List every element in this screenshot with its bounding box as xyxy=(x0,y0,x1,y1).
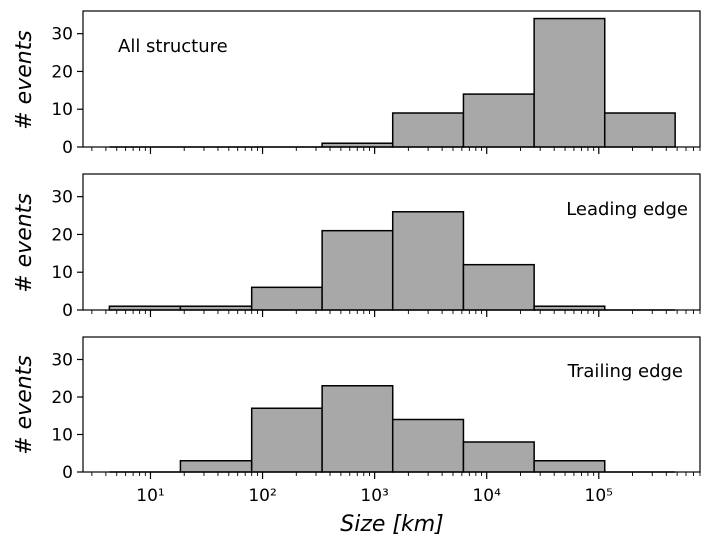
histogram-bar xyxy=(462,263,535,311)
panel-label: Leading edge xyxy=(566,199,688,220)
panels-group: 0 10 20 30 All structure # events 0 10 20 30 Leadi… xyxy=(12,10,701,506)
histogram-bar xyxy=(462,441,535,473)
histogram-bar xyxy=(391,418,465,473)
y-tick-label: 0 xyxy=(62,463,73,483)
y-tick-label: 20 xyxy=(51,225,73,245)
panel-2: 0 10 20 30 Leading edge # events xyxy=(12,173,701,321)
x-tick-label: 10⁴ xyxy=(472,486,501,506)
histogram-bar xyxy=(179,460,253,473)
histogram-bar xyxy=(321,385,394,473)
y-tick-label: 30 xyxy=(51,188,73,208)
y-tick-label: 0 xyxy=(62,301,73,321)
plot-frame xyxy=(82,336,701,473)
histogram-bar xyxy=(391,211,465,311)
histogram-bar xyxy=(321,229,394,311)
y-axis-label: # events xyxy=(12,30,37,130)
plot-frame xyxy=(82,173,701,311)
y-tick-label: 20 xyxy=(51,62,73,82)
y-axis-label: # events xyxy=(12,193,37,293)
panel-label: Trailing edge xyxy=(567,361,683,382)
x-tick-label: 10⁵ xyxy=(585,486,613,506)
histogram-bar xyxy=(250,286,323,311)
x-tick-label: 10¹ xyxy=(136,486,164,506)
y-tick-label: 30 xyxy=(51,25,73,45)
histogram-bar xyxy=(533,460,606,473)
histogram-bar xyxy=(250,407,323,473)
panel-3: 0 10 20 30 10¹ 10² 10³ 10⁴ 10⁵ Trailing edge # eve… xyxy=(12,336,701,506)
x-axis-label: Size [km] xyxy=(340,512,444,534)
x-tick-label: 10³ xyxy=(360,486,388,506)
y-tick-label: 10 xyxy=(51,100,73,120)
histogram-bar xyxy=(462,93,535,148)
histogram-bar xyxy=(603,112,676,148)
histogram-bar xyxy=(391,112,465,148)
plot-frame xyxy=(82,10,701,148)
panel-label: All structure xyxy=(118,36,228,57)
histogram-bar xyxy=(533,17,606,148)
y-axis-label: # events xyxy=(12,355,37,455)
y-tick-label: 10 xyxy=(51,263,73,283)
y-tick-label: 20 xyxy=(51,388,73,408)
y-tick-label: 30 xyxy=(51,351,73,371)
x-tick-label: 10² xyxy=(248,486,276,506)
y-tick-label: 0 xyxy=(62,138,73,158)
panel-1: 0 10 20 30 All structure # events xyxy=(12,10,701,158)
y-tick-label: 10 xyxy=(51,426,73,446)
